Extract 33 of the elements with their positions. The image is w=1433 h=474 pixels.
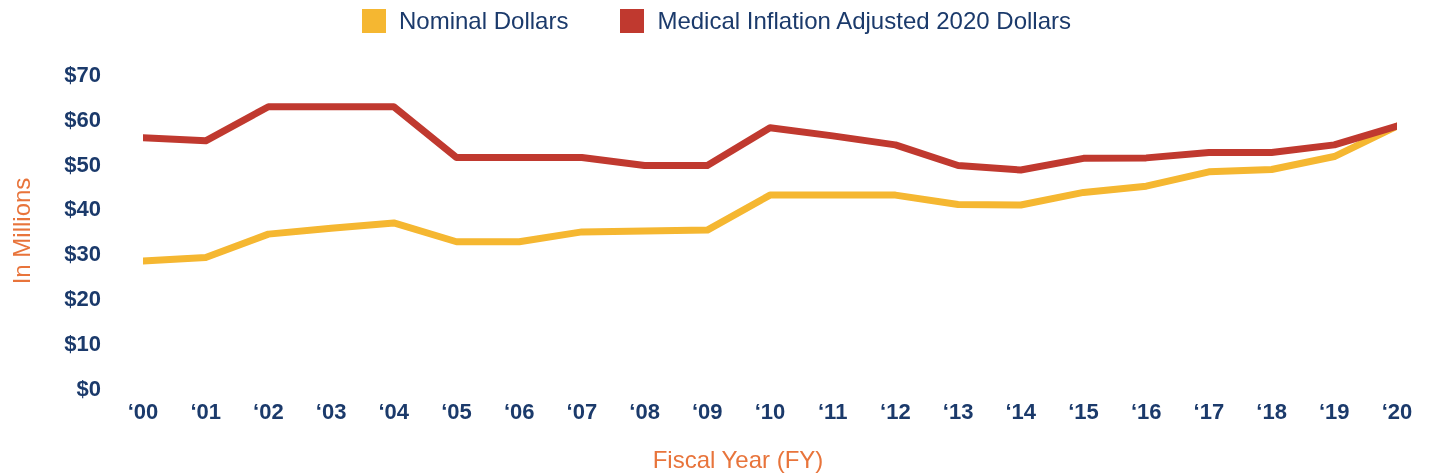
x-tick-label: ‘01 [190,398,221,424]
x-tick-label: ‘11 [818,398,848,424]
y-tick-label: $40 [64,196,101,222]
x-tick-label: ‘18 [1256,398,1287,424]
y-tick-label: $10 [64,330,101,356]
legend-label: Medical Inflation Adjusted 2020 Dollars [657,7,1071,35]
x-axis-title: Fiscal Year (FY) [652,446,824,473]
x-tick-label: ‘13 [942,398,974,424]
legend-label: Nominal Dollars [399,7,569,35]
y-tick-label: $0 [76,375,101,401]
y-tick-label: $30 [64,241,101,267]
x-tick-label: ‘08 [629,398,660,424]
x-tick-label: ‘12 [880,398,911,424]
x-tick-label: ‘03 [315,398,347,424]
x-tick-label: ‘00 [127,398,159,424]
x-tick-label: ‘16 [1130,398,1162,424]
x-tick-label: ‘19 [1319,398,1350,424]
x-tick-label: ‘04 [378,398,410,424]
y-tick-label: $50 [64,151,101,177]
x-tick-label: ‘09 [692,398,723,424]
x-tick-label: ‘02 [253,398,284,424]
x-tick-label: ‘10 [754,398,786,424]
y-tick-label: $60 [64,106,101,132]
x-tick-label: ‘14 [1005,398,1037,424]
x-tick-label: ‘05 [441,398,472,424]
y-tick-label: $20 [64,286,101,312]
x-tick-label: ‘17 [1193,398,1225,424]
y-axis-title: In Millions [7,177,35,285]
x-tick-label: ‘15 [1068,398,1099,424]
x-tick-label: ‘07 [566,398,598,424]
x-tick-label: ‘06 [503,398,535,424]
x-tick-label: ‘20 [1381,398,1413,424]
y-tick-label: $70 [64,61,101,87]
